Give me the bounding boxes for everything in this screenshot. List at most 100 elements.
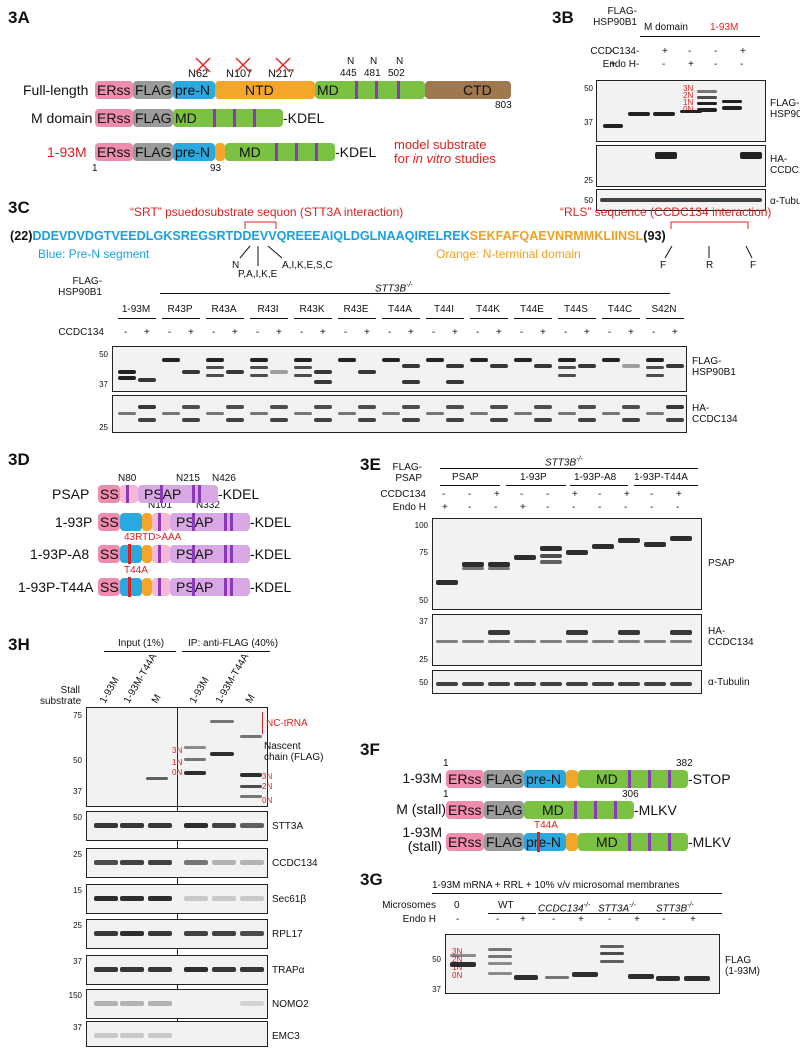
- panel-label-3g: 3G: [360, 870, 383, 889]
- d-row-suffix: -KDEL: [250, 514, 292, 530]
- band: [148, 860, 172, 865]
- seg-pre-n: pre-N: [524, 833, 566, 851]
- glyco-bar: [158, 513, 161, 531]
- row-m-domain-label: M domain: [31, 110, 93, 126]
- band: [294, 374, 312, 377]
- b-sign: +: [662, 46, 668, 57]
- seg-ss: SS: [98, 578, 120, 596]
- band: [240, 967, 264, 972]
- band: [514, 555, 536, 560]
- band: [94, 1001, 118, 1006]
- h-glyco-l-0n: 0N: [172, 768, 183, 777]
- srt-title: “SRT” psuedosubstrate sequon (STT3A inte…: [130, 205, 404, 219]
- glyco-bar: [574, 801, 577, 819]
- b-header-construct: FLAG- HSP90B1: [593, 6, 637, 28]
- e-mw-100: 100: [414, 521, 428, 530]
- band: [578, 364, 596, 368]
- f-row-label: M (stall): [396, 801, 446, 817]
- seg-ntd-short: [215, 143, 225, 161]
- glyco-bar: [192, 513, 195, 531]
- g-glyco-3n: 3N: [452, 947, 463, 956]
- c-sign-plus: +: [584, 327, 590, 338]
- glyco-bar: [295, 143, 298, 161]
- g-sign: +: [578, 914, 584, 925]
- band: [618, 538, 640, 543]
- e-sign: -: [494, 502, 498, 513]
- b-row2-label: Endo H: [602, 59, 636, 70]
- h-input-title: Input (1%): [118, 638, 165, 649]
- band: [545, 976, 569, 979]
- d-site-n101: N101: [148, 500, 172, 511]
- b-blot-label-flag: FLAG- HSP90B1: [770, 98, 800, 120]
- d-site-n426: N426: [212, 473, 236, 484]
- e-sign: -: [624, 502, 628, 513]
- band: [212, 967, 236, 972]
- c-sign-minus: -: [652, 327, 656, 338]
- c-lane-underline: [426, 318, 464, 319]
- band: [670, 536, 692, 541]
- g-glyco-1n: 1N: [452, 963, 463, 972]
- c-sign-minus: -: [476, 327, 480, 338]
- band: [94, 823, 118, 828]
- band: [670, 630, 692, 635]
- e-group-underline: [570, 485, 628, 486]
- e-blot-label-tubulin: α-Tubulin: [708, 677, 750, 688]
- 1-93m-mid: 93: [210, 163, 222, 174]
- c-sign-plus: +: [320, 327, 326, 338]
- band: [462, 567, 484, 570]
- seg-flag: FLAG: [484, 801, 524, 819]
- e-sign: -: [546, 489, 550, 500]
- band: [148, 1033, 172, 1038]
- band: [206, 358, 224, 362]
- site-445: 445: [340, 68, 357, 79]
- panel-label-3h: 3H: [8, 635, 30, 654]
- g-sign: +: [634, 914, 640, 925]
- seg-pre-n: pre-N: [173, 81, 215, 99]
- glyco-bar: [375, 81, 378, 99]
- site-502: 502: [388, 68, 405, 79]
- band: [240, 773, 262, 777]
- e-group-1-93p: 1-93P: [520, 472, 547, 483]
- band: [566, 640, 588, 643]
- band: [722, 100, 742, 103]
- band: [462, 640, 484, 643]
- band: [644, 640, 666, 643]
- band: [656, 976, 680, 981]
- band: [294, 412, 312, 415]
- band: [572, 972, 598, 977]
- seg-ss: SS: [98, 513, 120, 531]
- glyco-bar: [224, 545, 227, 563]
- sub-r43: P,A,I,K,E: [238, 269, 278, 280]
- band: [138, 378, 156, 382]
- h-mw: 25: [73, 850, 82, 859]
- h-ip-underline: [182, 651, 270, 652]
- sub-l92: F: [750, 260, 757, 271]
- h-mw: 37: [73, 1023, 82, 1032]
- c-mw-37: 37: [99, 380, 108, 389]
- e-sign: +: [494, 489, 500, 500]
- sub-l83: R: [706, 260, 714, 271]
- band: [94, 1033, 118, 1038]
- e-sign: -: [520, 489, 524, 500]
- h-nc-trna: NC-tRNA: [266, 718, 308, 729]
- nc-trna-bar: [262, 712, 263, 734]
- band: [670, 640, 692, 643]
- e-sign: -: [650, 489, 654, 500]
- c-sign-plus: +: [188, 327, 194, 338]
- model-substrate-note: model substrate for in vitro studies: [394, 137, 496, 166]
- g-group-underline: [598, 913, 656, 914]
- g-group-label: 0: [454, 900, 460, 911]
- band: [184, 931, 208, 936]
- c-lane-label: T44K: [476, 304, 500, 315]
- b-sign: -: [610, 46, 614, 57]
- full-length-end: 803: [495, 100, 512, 111]
- panel-label-3c: 3C: [8, 198, 30, 217]
- glyco-bar: [628, 770, 631, 788]
- crossed-site-marks: [195, 57, 291, 73]
- h-blot: [86, 1021, 268, 1047]
- g-group-underline: [538, 913, 600, 914]
- g-mw-37: 37: [432, 985, 441, 994]
- panel-label-3d: 3D: [8, 450, 30, 469]
- glyco-bar: [253, 109, 256, 127]
- band: [436, 682, 458, 686]
